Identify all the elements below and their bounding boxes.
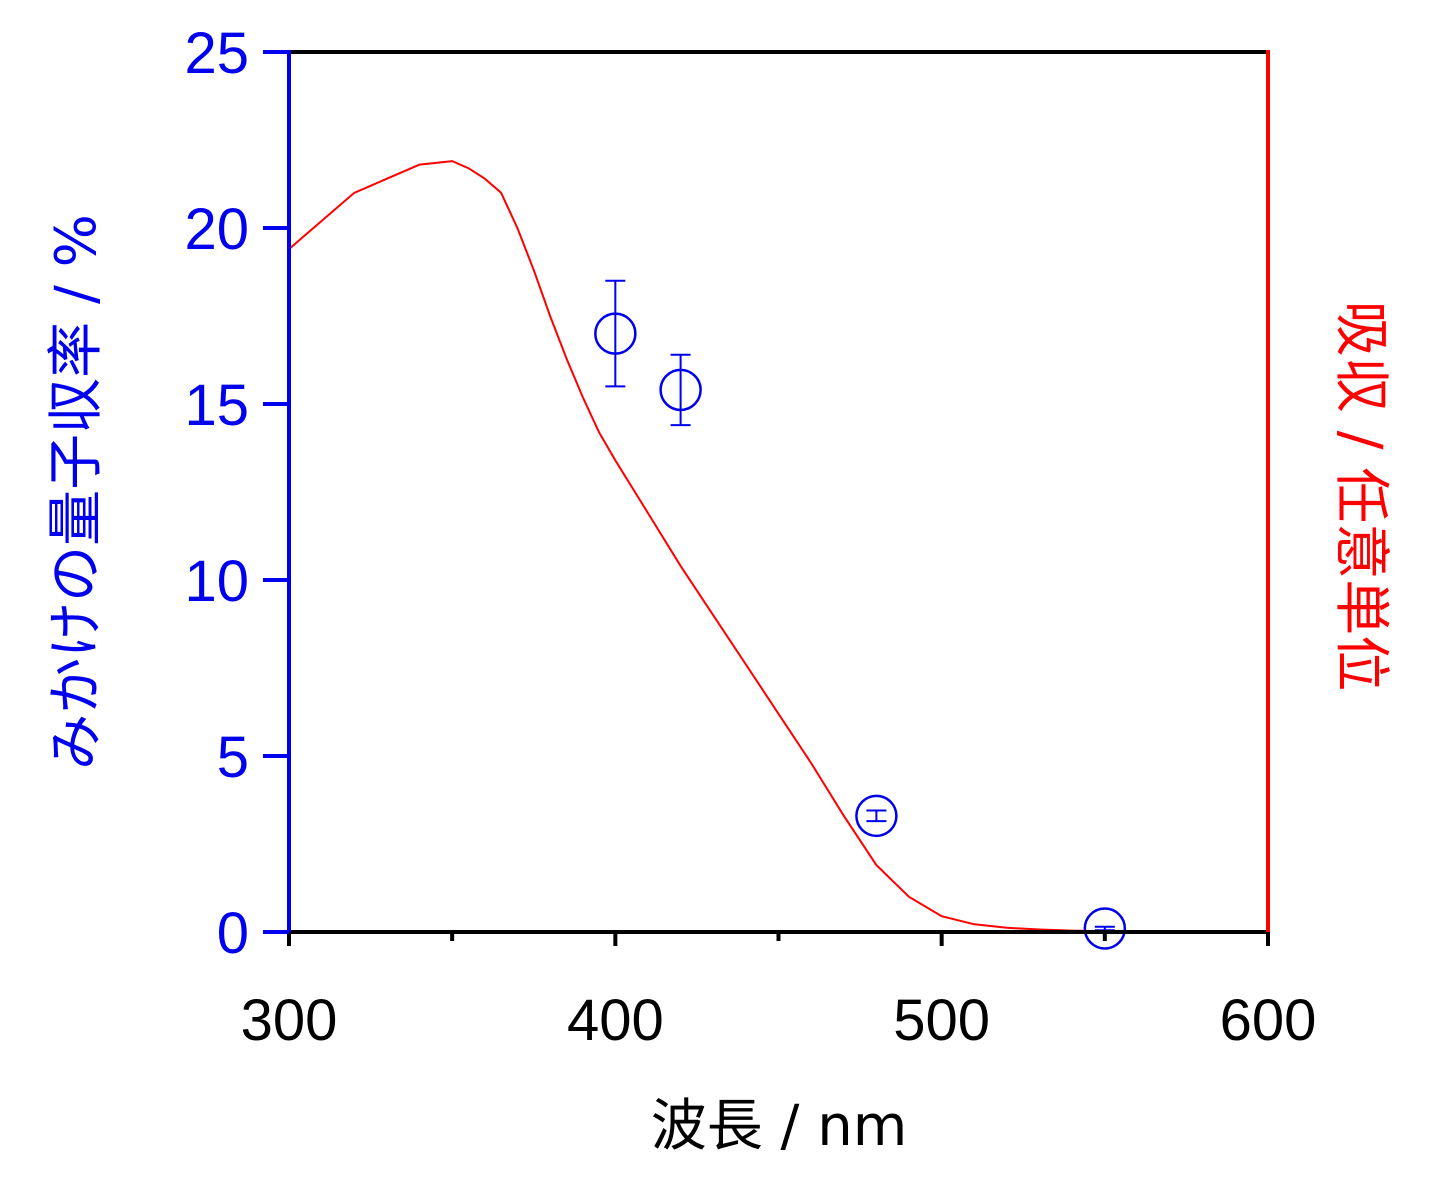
data-point-480: [855, 794, 898, 838]
ticks: [263, 50, 1270, 946]
marker-circle: [594, 312, 637, 355]
marker-circle: [659, 368, 702, 412]
x-tick-label-400: 400: [567, 988, 664, 1053]
data-point-400: [594, 279, 637, 388]
y-axis-title-right: 吸収 / 任意単位: [1328, 301, 1393, 691]
x-tick-label-300: 300: [241, 988, 338, 1053]
y-tick-label-0: 0: [217, 901, 249, 966]
data-point-420: [659, 353, 702, 427]
marker-circle: [855, 794, 898, 838]
axes-frame: [287, 50, 1270, 934]
y-tick-label-25: 25: [184, 21, 249, 86]
y-tick-label-15: 15: [184, 373, 249, 438]
tick-labels: 300 400 500 600 0 5 10 15 20 25: [184, 21, 1316, 1053]
x-tick-label-500: 500: [893, 988, 990, 1053]
y-axis-title-left: みかけの量子収率 / %: [44, 214, 109, 770]
data-point-550: [1083, 907, 1127, 950]
x-axis-title: 波長 / nm: [651, 1094, 908, 1159]
absorption-line: [288, 160, 1268, 933]
x-tick-label-600: 600: [1220, 988, 1317, 1053]
y-tick-label-10: 10: [184, 549, 249, 614]
plot-area: [288, 160, 1268, 950]
marker-circle: [1083, 907, 1127, 950]
y-tick-label-20: 20: [184, 197, 249, 262]
y-tick-label-5: 5: [217, 725, 249, 790]
